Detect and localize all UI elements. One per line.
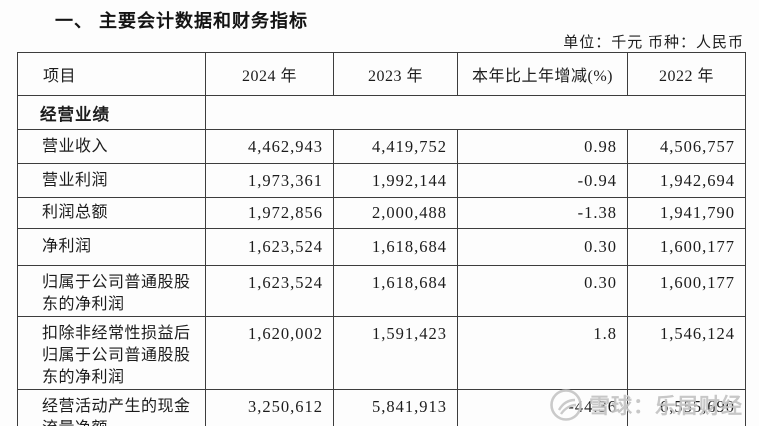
table-row: 经营活动产生的现金流量净额 3,250,612 5,841,913 -44.36… [17, 389, 746, 426]
column-header-2024: 2024 年 [205, 52, 334, 96]
table-row: 净利润 1,623,524 1,618,684 0.30 1,600,177 [17, 228, 746, 266]
value-2024: 1,973,361 [205, 163, 334, 198]
row-label: 营业利润 [17, 163, 206, 198]
row-label: 利润总额 [17, 197, 206, 229]
value-2023: 1,591,423 [333, 316, 458, 390]
value-2022: 1,941,790 [627, 197, 746, 229]
section-header-label: 经营业绩 [17, 95, 206, 130]
column-header-2022: 2022 年 [627, 52, 746, 96]
value-2022: 1,546,124 [627, 316, 746, 390]
financial-indicators-table: 项目 2024 年 2023 年 本年比上年增减(%) 2022 年 经营业绩 … [17, 52, 746, 426]
value-change: 1.8 [457, 316, 628, 390]
value-2022: 1,600,177 [627, 265, 746, 317]
table-header-row: 项目 2024 年 2023 年 本年比上年增减(%) 2022 年 [17, 52, 746, 96]
value-2022: 1,600,177 [627, 228, 746, 266]
row-label: 归属于公司普通股股东的净利润 [17, 265, 206, 317]
value-2024: 4,462,943 [205, 129, 334, 164]
table-row: 扣除非经常性损益后归属于公司普通股股东的净利润 1,620,002 1,591,… [17, 316, 746, 390]
value-change: 0.30 [457, 265, 628, 317]
column-header-2023: 2023 年 [333, 52, 458, 96]
value-change: -1.38 [457, 197, 628, 229]
section-row-empty-cell [205, 95, 746, 130]
column-header-change: 本年比上年增减(%) [457, 52, 628, 96]
value-change: 0.98 [457, 129, 628, 164]
row-label: 营业收入 [17, 129, 206, 164]
value-2023: 5,841,913 [333, 389, 458, 426]
value-2022: 4,506,757 [627, 129, 746, 164]
value-2024: 1,972,856 [205, 197, 334, 229]
value-2024: 3,250,612 [205, 389, 334, 426]
value-2024: 1,623,524 [205, 228, 334, 266]
value-2022: 1,942,694 [627, 163, 746, 198]
column-header-item: 项目 [17, 52, 206, 96]
page-title: 一、 主要会计数据和财务指标 [55, 11, 308, 31]
table-row: 利润总额 1,972,856 2,000,488 -1.38 1,941,790 [17, 197, 746, 229]
value-2023: 1,618,684 [333, 228, 458, 266]
value-change: -44.36 [457, 389, 628, 426]
value-2023: 1,992,144 [333, 163, 458, 198]
value-2023: 1,618,684 [333, 265, 458, 317]
unit-currency-note: 单位：千元 币种：人民币 [563, 35, 744, 51]
value-2024: 1,623,524 [205, 265, 334, 317]
section-row: 经营业绩 [17, 95, 746, 130]
value-2024: 1,620,002 [205, 316, 334, 390]
row-label: 经营活动产生的现金流量净额 [17, 389, 206, 426]
table-row: 营业利润 1,973,361 1,992,144 -0.94 1,942,694 [17, 163, 746, 198]
value-2023: 2,000,488 [333, 197, 458, 229]
row-label: 扣除非经常性损益后归属于公司普通股股东的净利润 [17, 316, 206, 390]
value-change: 0.30 [457, 228, 628, 266]
table-row: 营业收入 4,462,943 4,419,752 0.98 4,506,757 [17, 129, 746, 164]
value-change: -0.94 [457, 163, 628, 198]
row-label: 净利润 [17, 228, 206, 266]
value-2023: 4,419,752 [333, 129, 458, 164]
value-2022: 6,555,690 [627, 389, 746, 426]
table-row: 归属于公司普通股股东的净利润 1,623,524 1,618,684 0.30 … [17, 265, 746, 317]
